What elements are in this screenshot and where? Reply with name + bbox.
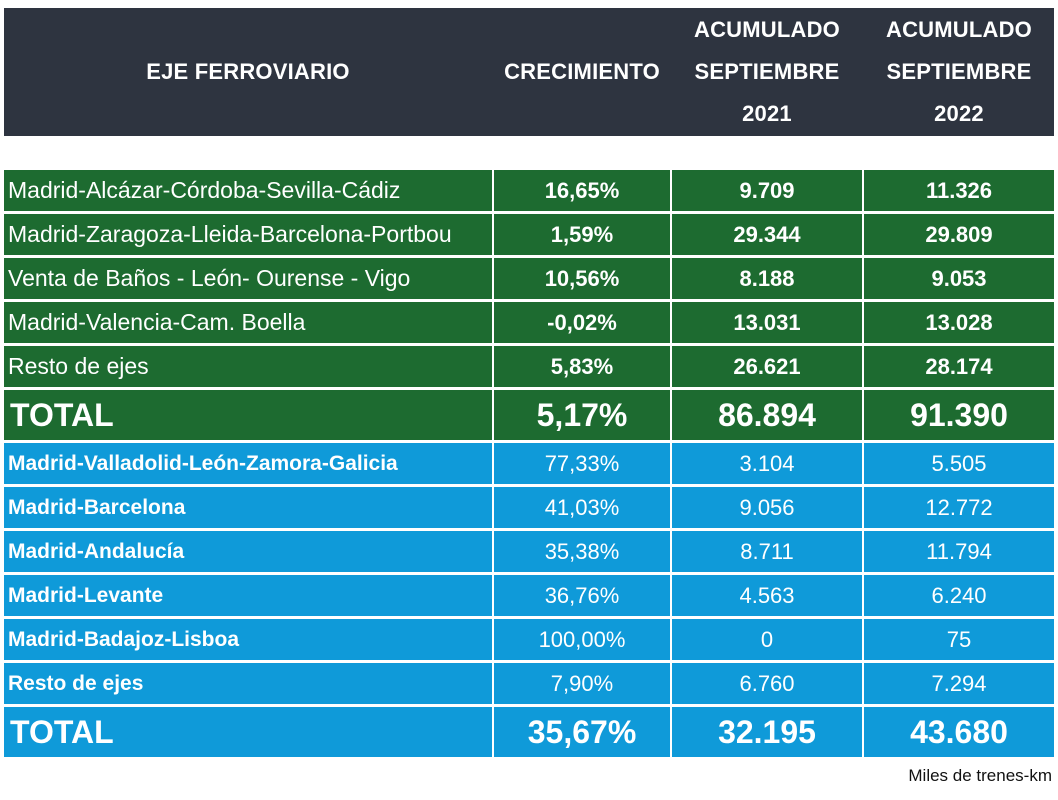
value-2021-cell: 26.621 [672,346,862,387]
growth-cell: 7,90% [494,663,670,704]
table-row: Resto de ejes 5,83% 26.621 28.174 [4,346,1056,387]
growth-cell: 77,33% [494,443,670,484]
value-2022-cell: 11.326 [864,170,1054,211]
axis-name-cell: Madrid-Valladolid-León-Zamora-Galicia [4,443,492,484]
total-2021-cell: 86.894 [672,390,862,440]
growth-cell: 10,56% [494,258,670,299]
growth-cell: 100,00% [494,619,670,660]
value-2022-cell: 29.809 [864,214,1054,255]
table-row: Resto de ejes 7,90% 6.760 7.294 [4,663,1056,704]
axis-name-cell: Madrid-Andalucía [4,531,492,572]
axis-name-cell: Resto de ejes [4,346,492,387]
growth-cell: 35,38% [494,531,670,572]
table-row: Madrid-Barcelona 41,03% 9.056 12.772 [4,487,1056,528]
total-label-cell: TOTAL [4,390,492,440]
growth-cell: 16,65% [494,170,670,211]
total-growth-cell: 35,67% [494,707,670,757]
value-2021-cell: 8.711 [672,531,862,572]
units-footnote: Miles de trenes-km [908,766,1052,785]
header-2021: ACUMULADO SEPTIEMBRE 2021 [672,8,862,136]
total-row: TOTAL 5,17% 86.894 91.390 [4,390,1056,440]
value-2022-cell: 75 [864,619,1054,660]
value-2022-cell: 12.772 [864,487,1054,528]
header-growth-label: CRECIMIENTO [504,59,660,84]
value-2021-cell: 6.760 [672,663,862,704]
header-growth: CRECIMIENTO [494,8,670,136]
growth-cell: -0,02% [494,302,670,343]
table-row: Madrid-Valencia-Cam. Boella -0,02% 13.03… [4,302,1056,343]
axis-name-cell: Madrid-Valencia-Cam. Boella [4,302,492,343]
total-2022-cell: 43.680 [864,707,1054,757]
total-2021-cell: 32.195 [672,707,862,757]
value-2021-cell: 4.563 [672,575,862,616]
total-growth-cell: 5,17% [494,390,670,440]
growth-cell: 1,59% [494,214,670,255]
total-row: TOTAL 35,67% 32.195 43.680 [4,707,1056,757]
header-2022-line3: 2022 [934,101,984,126]
header-2021-line1: ACUMULADO [693,17,840,42]
value-2022-cell: 9.053 [864,258,1054,299]
axis-name-cell: Madrid-Levante [4,575,492,616]
axis-name-cell: Madrid-Zaragoza-Lleida-Barcelona-Portbou [4,214,492,255]
header-2022-line1: ACUMULADO [885,17,1032,42]
value-2021-cell: 13.031 [672,302,862,343]
value-2022-cell: 11.794 [864,531,1054,572]
growth-cell: 41,03% [494,487,670,528]
value-2021-cell: 8.188 [672,258,862,299]
header-axis: EJE FERROVIARIO [4,8,492,136]
header-axis-label: EJE FERROVIARIO [146,59,350,84]
table-row: Madrid-Valladolid-León-Zamora-Galicia 77… [4,443,1056,484]
table-row: Venta de Baños - León- Ourense - Vigo 10… [4,258,1056,299]
value-2022-cell: 6.240 [864,575,1054,616]
header-2022-line2: SEPTIEMBRE [886,59,1032,84]
axis-name-cell: Resto de ejes [4,663,492,704]
value-2022-cell: 5.505 [864,443,1054,484]
value-2022-cell: 28.174 [864,346,1054,387]
value-2021-cell: 3.104 [672,443,862,484]
total-2022-cell: 91.390 [864,390,1054,440]
axis-name-cell: Madrid-Alcázar-Córdoba-Sevilla-Cádiz [4,170,492,211]
table-body: Madrid-Alcázar-Córdoba-Sevilla-Cádiz 16,… [4,170,1056,760]
value-2021-cell: 9.056 [672,487,862,528]
value-2021-cell: 0 [672,619,862,660]
table-row: Madrid-Zaragoza-Lleida-Barcelona-Portbou… [4,214,1056,255]
table-row: Madrid-Alcázar-Córdoba-Sevilla-Cádiz 16,… [4,170,1056,211]
table-header: EJE FERROVIARIO CRECIMIENTO ACUMULADO SE… [4,8,1054,136]
axis-name-cell: Madrid-Barcelona [4,487,492,528]
table-row: Madrid-Badajoz-Lisboa 100,00% 0 75 [4,619,1056,660]
growth-cell: 5,83% [494,346,670,387]
value-2022-cell: 13.028 [864,302,1054,343]
value-2021-cell: 9.709 [672,170,862,211]
growth-cell: 36,76% [494,575,670,616]
value-2021-cell: 29.344 [672,214,862,255]
table-row: Madrid-Andalucía 35,38% 8.711 11.794 [4,531,1056,572]
axis-name-cell: Madrid-Badajoz-Lisboa [4,619,492,660]
header-2022: ACUMULADO SEPTIEMBRE 2022 [864,8,1054,136]
header-2021-line3: 2021 [742,101,792,126]
axis-name-cell: Venta de Baños - León- Ourense - Vigo [4,258,492,299]
header-2021-line2: SEPTIEMBRE [694,59,840,84]
total-label-cell: TOTAL [4,707,492,757]
table-row: Madrid-Levante 36,76% 4.563 6.240 [4,575,1056,616]
value-2022-cell: 7.294 [864,663,1054,704]
